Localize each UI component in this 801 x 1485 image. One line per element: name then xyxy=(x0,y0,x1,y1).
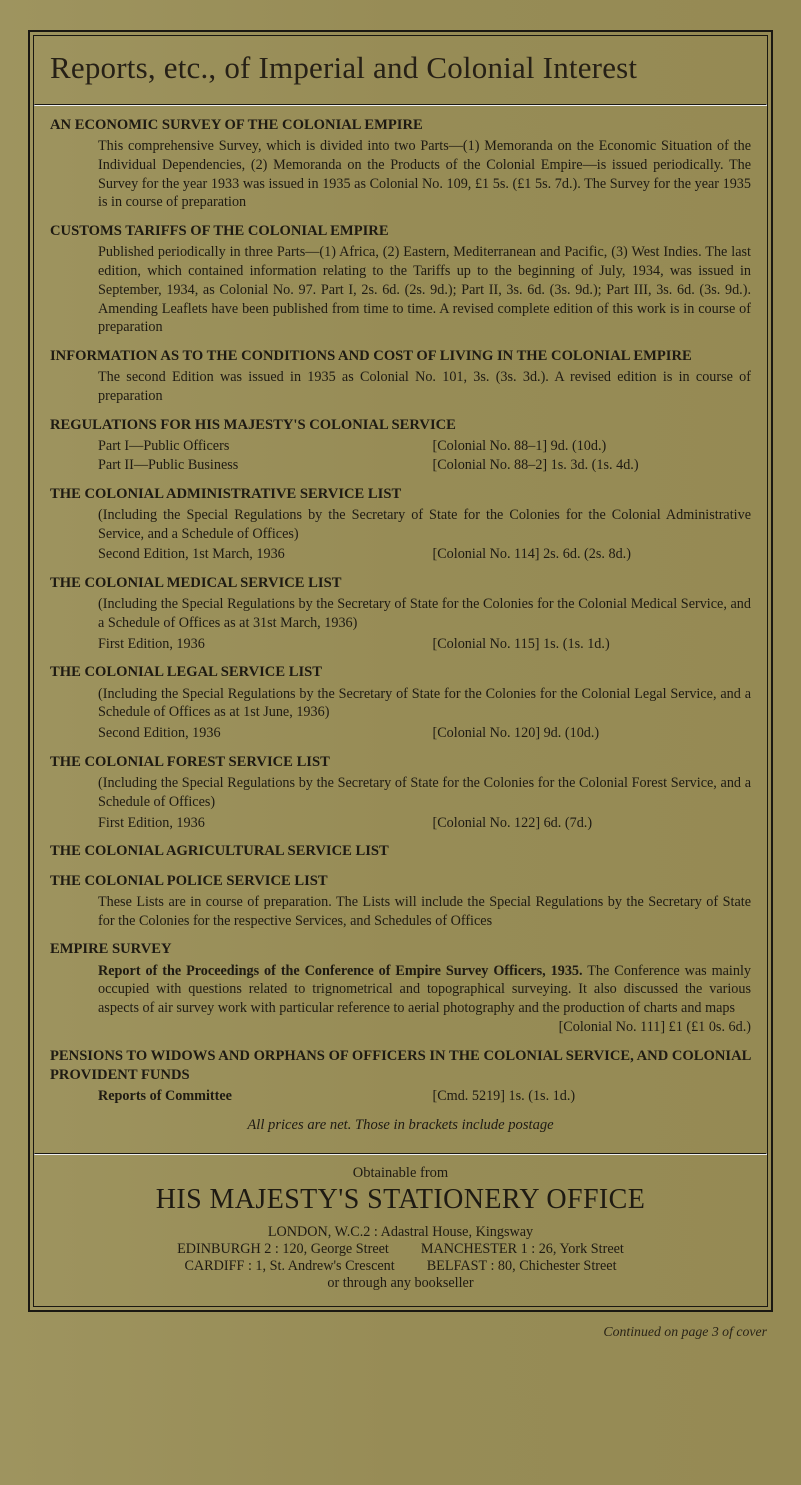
entry-body-text: Published periodically in three Parts—(1… xyxy=(98,243,751,337)
entry-body-text: (Including the Special Regulations by th… xyxy=(98,595,751,632)
outer-frame: Reports, etc., of Imperial and Colonial … xyxy=(28,30,773,1312)
edition-price: [Colonial No. 120] 9d. (10d.) xyxy=(432,724,751,743)
entry-title: INFORMATION AS TO THE CONDITIONS AND COS… xyxy=(50,347,751,366)
entry-medical-service-list: THE COLONIAL MEDICAL SERVICE LIST (Inclu… xyxy=(50,574,751,653)
entry-forest-service-list: THE COLONIAL FOREST SERVICE LIST (Includ… xyxy=(50,753,751,832)
report-label: Reports of Committee xyxy=(50,1087,432,1106)
entry-title: REGULATIONS FOR HIS MAJESTY'S COLONIAL S… xyxy=(50,416,751,435)
obtainable-block: Obtainable from HIS MAJESTY'S STATIONERY… xyxy=(34,1155,767,1306)
edition-price: [Colonial No. 111] £1 (£1 0s. 6d.) xyxy=(98,1018,751,1037)
entry-body-text: This comprehensive Survey, which is divi… xyxy=(98,137,751,212)
entry-subtitle: Report of the Proceedings of the Confere… xyxy=(98,963,583,979)
main-content: AN ECONOMIC SURVEY OF THE COLONIAL EMPIR… xyxy=(34,106,767,1153)
hmso-title: HIS MAJESTY'S STATIONERY OFFICE xyxy=(50,1184,751,1216)
price-row: Second Edition, 1936 [Colonial No. 120] … xyxy=(50,724,751,743)
entry-title: EMPIRE SURVEY xyxy=(50,940,751,959)
report-price: [Cmd. 5219] 1s. (1s. 1d.) xyxy=(432,1087,751,1106)
entry-title: THE COLONIAL POLICE SERVICE LIST xyxy=(50,872,751,891)
entry-title: THE COLONIAL MEDICAL SERVICE LIST xyxy=(50,574,751,593)
entry-body-text: (Including the Special Regulations by th… xyxy=(98,685,751,722)
entry-empire-survey: EMPIRE SURVEY Report of the Proceedings … xyxy=(50,940,751,1036)
address-bookseller: or through any bookseller xyxy=(50,1275,751,1292)
address-belfast: BELFAST : 80, Chichester Street xyxy=(427,1258,617,1275)
price-row: Reports of Committee [Cmd. 5219] 1s. (1s… xyxy=(50,1087,751,1106)
address-manchester: MANCHESTER 1 : 26, York Street xyxy=(421,1241,624,1258)
entry-body-text: These Lists are in course of preparation… xyxy=(98,893,751,930)
address-edinburgh: EDINBURGH 2 : 120, George Street xyxy=(177,1241,389,1258)
entry-title: THE COLONIAL ADMINISTRATIVE SERVICE LIST xyxy=(50,485,751,504)
price-row: Part I—Public Officers [Colonial No. 88–… xyxy=(50,437,751,456)
prices-note: All prices are net. Those in brackets in… xyxy=(50,1116,751,1141)
entry-pensions: PENSIONS TO WIDOWS AND ORPHANS OF OFFICE… xyxy=(50,1047,751,1106)
address-london: LONDON, W.C.2 : Adastral House, Kingsway xyxy=(50,1224,751,1241)
entry-agricultural-service-list: THE COLONIAL AGRICULTURAL SERVICE LIST xyxy=(50,842,751,861)
price-row: First Edition, 1936 [Colonial No. 122] 6… xyxy=(50,814,751,833)
entry-title: CUSTOMS TARIFFS OF THE COLONIAL EMPIRE xyxy=(50,222,751,241)
part-price: [Colonial No. 88–1] 9d. (10d.) xyxy=(432,437,751,456)
entry-admin-service-list: THE COLONIAL ADMINISTRATIVE SERVICE LIST… xyxy=(50,485,751,564)
edition-label: Second Edition, 1st March, 1936 xyxy=(50,545,432,564)
entry-body-text: The second Edition was issued in 1935 as… xyxy=(98,368,751,405)
price-row: Part II—Public Business [Colonial No. 88… xyxy=(50,456,751,475)
masthead-title: Reports, etc., of Imperial and Colonial … xyxy=(34,36,767,104)
part-label: Part II—Public Business xyxy=(50,456,432,475)
edition-price: [Colonial No. 114] 2s. 6d. (2s. 8d.) xyxy=(432,545,751,564)
entry-body-text: (Including the Special Regulations by th… xyxy=(98,774,751,811)
address-block: LONDON, W.C.2 : Adastral House, Kingsway… xyxy=(50,1224,751,1292)
edition-label: First Edition, 1936 xyxy=(50,635,432,654)
edition-price: [Colonial No. 115] 1s. (1s. 1d.) xyxy=(432,635,751,654)
part-label: Part I—Public Officers xyxy=(50,437,432,456)
page: Reports, etc., of Imperial and Colonial … xyxy=(0,0,801,1485)
entry-information-cost-living: INFORMATION AS TO THE CONDITIONS AND COS… xyxy=(50,347,751,406)
address-row: CARDIFF : 1, St. Andrew's Crescent BELFA… xyxy=(50,1258,751,1275)
entry-title: THE COLONIAL FOREST SERVICE LIST xyxy=(50,753,751,772)
entry-legal-service-list: THE COLONIAL LEGAL SERVICE LIST (Includi… xyxy=(50,663,751,742)
address-row: EDINBURGH 2 : 120, George Street MANCHES… xyxy=(50,1241,751,1258)
entry-title: THE COLONIAL LEGAL SERVICE LIST xyxy=(50,663,751,682)
price-row: Second Edition, 1st March, 1936 [Colonia… xyxy=(50,545,751,564)
address-cardiff: CARDIFF : 1, St. Andrew's Crescent xyxy=(184,1258,394,1275)
price-row: First Edition, 1936 [Colonial No. 115] 1… xyxy=(50,635,751,654)
entry-customs-tariffs: CUSTOMS TARIFFS OF THE COLONIAL EMPIRE P… xyxy=(50,222,751,337)
entry-title: PENSIONS TO WIDOWS AND ORPHANS OF OFFICE… xyxy=(50,1047,751,1086)
edition-label: Second Edition, 1936 xyxy=(50,724,432,743)
part-price: [Colonial No. 88–2] 1s. 3d. (1s. 4d.) xyxy=(432,456,751,475)
continued-note: Continued on page 3 of cover xyxy=(28,1324,773,1340)
entry-title: THE COLONIAL AGRICULTURAL SERVICE LIST xyxy=(50,842,751,861)
entry-police-service-list: THE COLONIAL POLICE SERVICE LIST These L… xyxy=(50,872,751,931)
edition-label: First Edition, 1936 xyxy=(50,814,432,833)
entry-economic-survey: AN ECONOMIC SURVEY OF THE COLONIAL EMPIR… xyxy=(50,116,751,212)
obtainable-from-label: Obtainable from xyxy=(50,1165,751,1182)
edition-price: [Colonial No. 122] 6d. (7d.) xyxy=(432,814,751,833)
entry-title: AN ECONOMIC SURVEY OF THE COLONIAL EMPIR… xyxy=(50,116,751,135)
entry-body-text: (Including the Special Regulations by th… xyxy=(98,506,751,543)
entry-regulations: REGULATIONS FOR HIS MAJESTY'S COLONIAL S… xyxy=(50,416,751,475)
inner-frame: Reports, etc., of Imperial and Colonial … xyxy=(33,35,768,1307)
